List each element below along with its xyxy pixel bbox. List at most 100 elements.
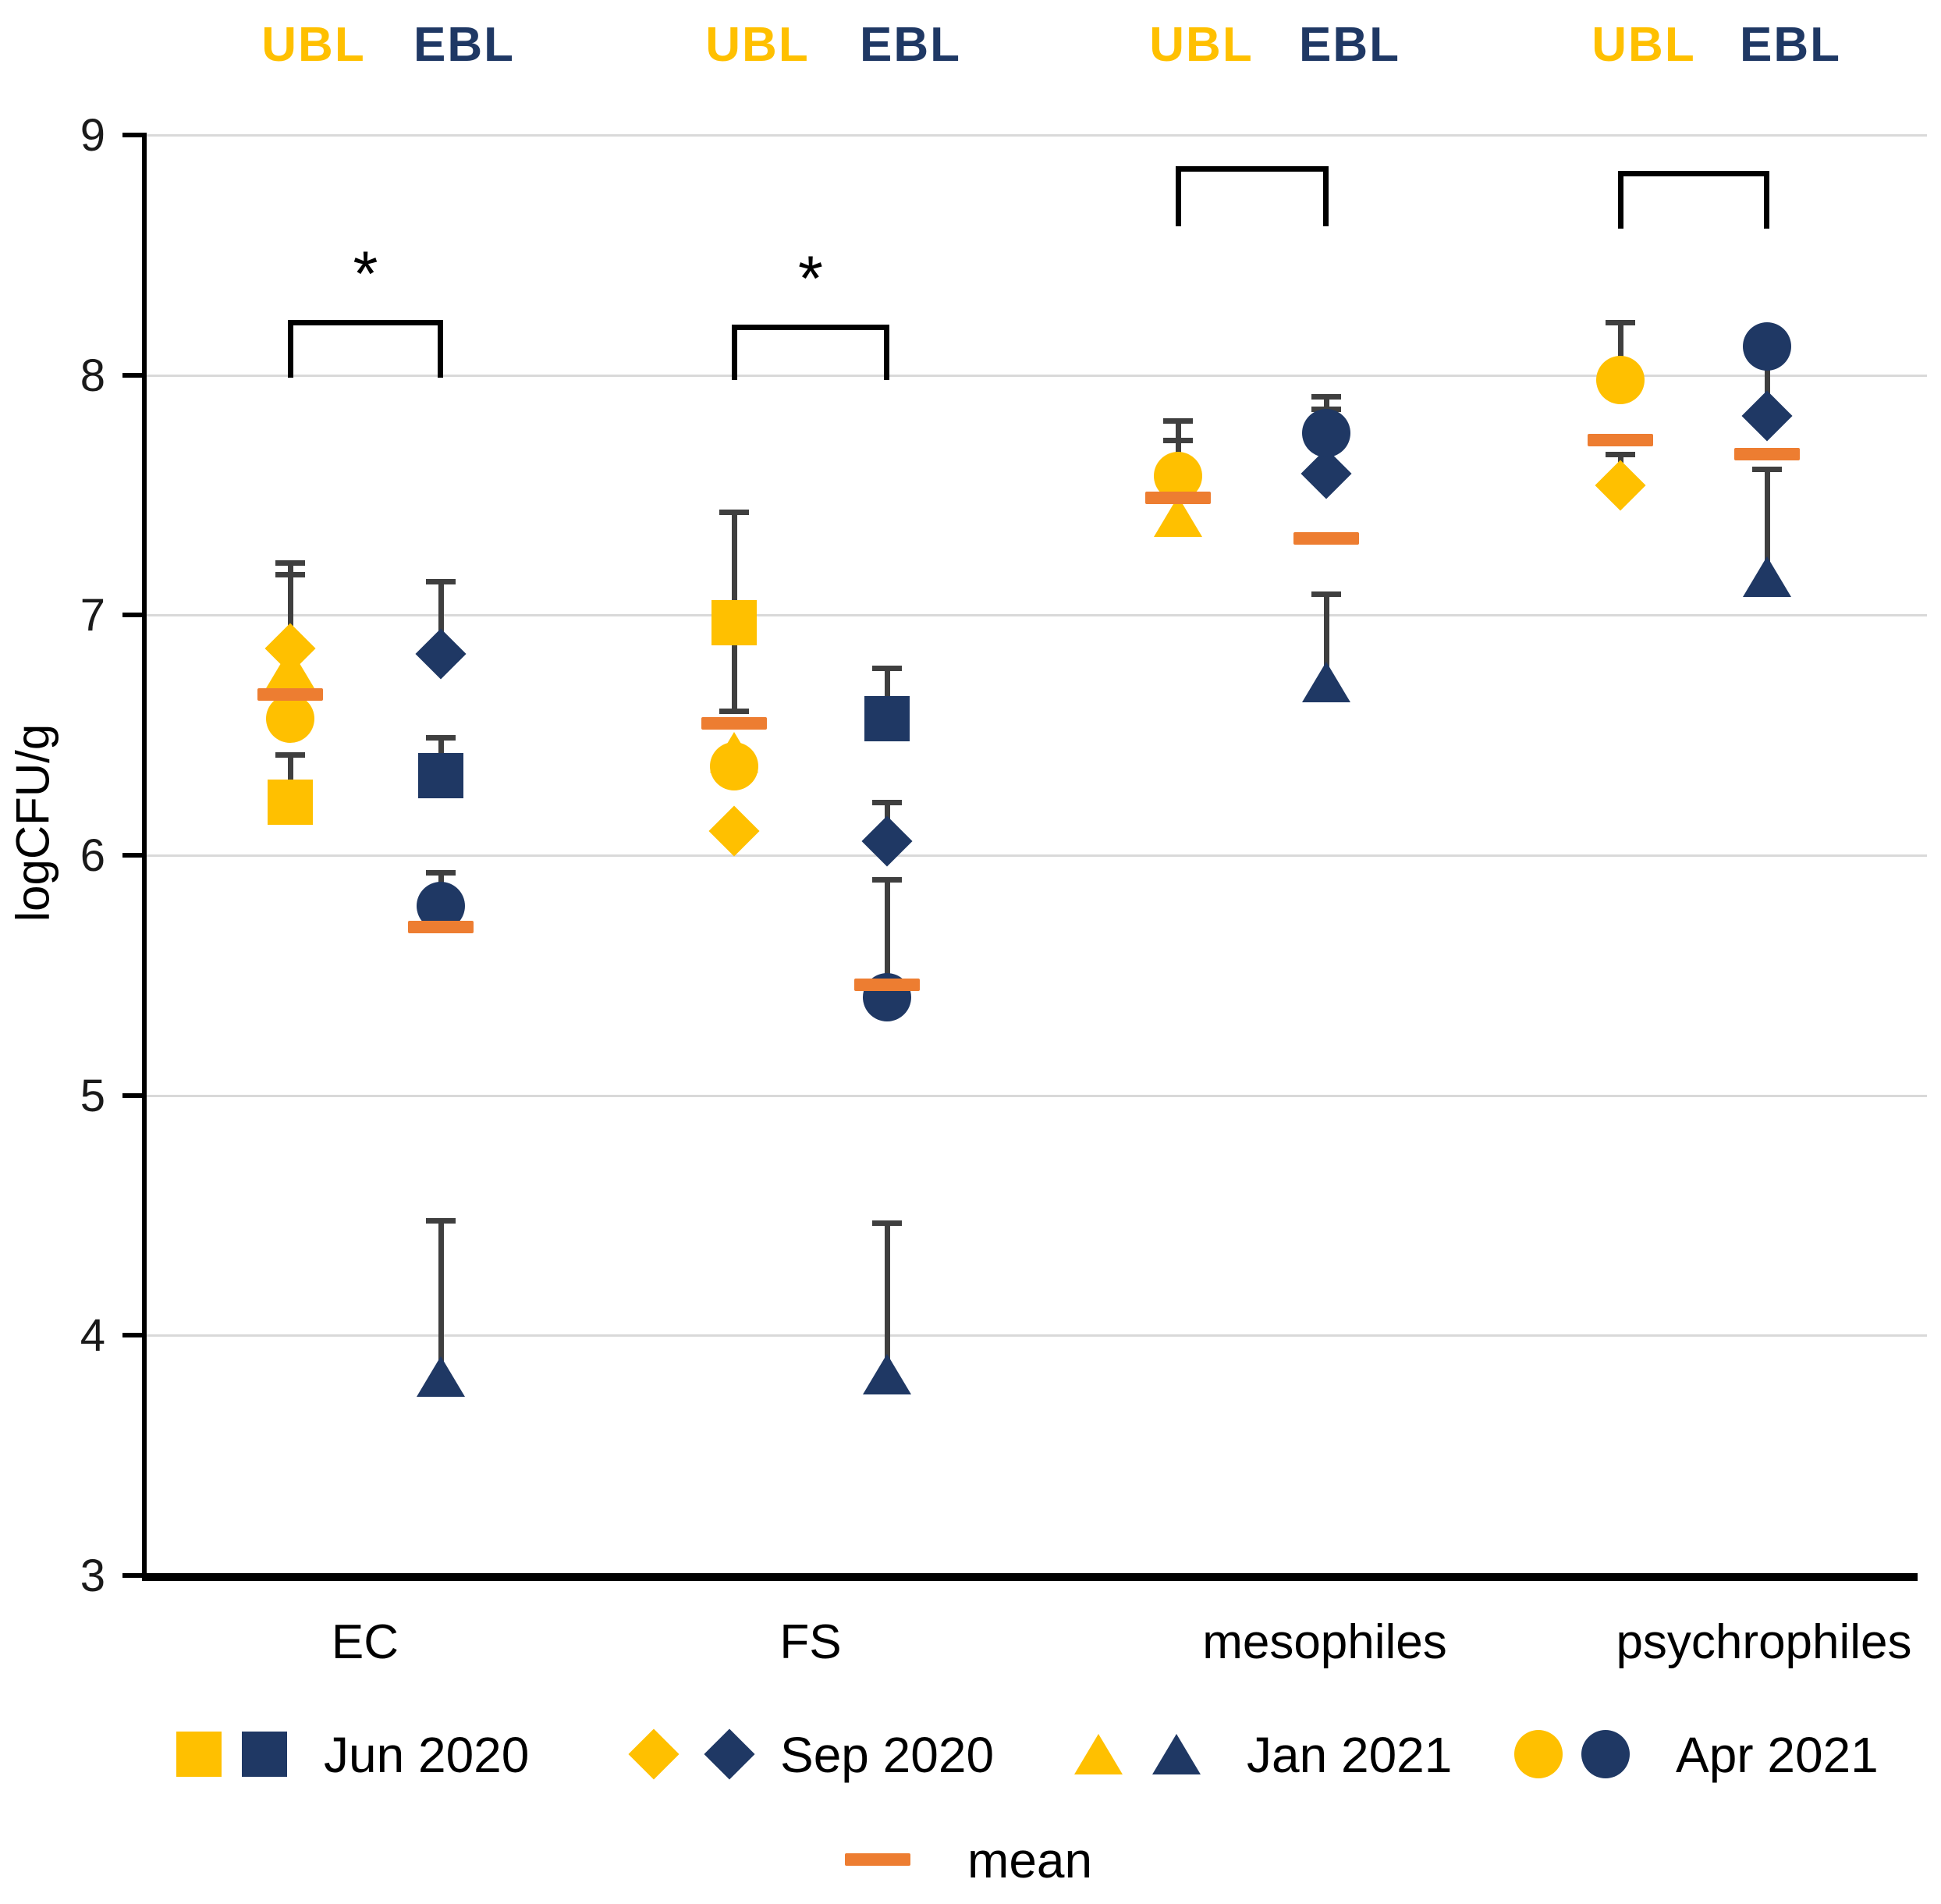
error-bar-cap [426, 735, 456, 741]
legend-label: Jan 2021 [1247, 1727, 1453, 1783]
gridline [147, 1094, 1927, 1097]
legend-label: Sep 2020 [780, 1727, 995, 1783]
error-bar-cap [1311, 591, 1341, 597]
error-bar-cap [872, 666, 902, 672]
treatment-header-ubl: UBL [261, 18, 366, 72]
legend-marker-diamond-ubl [628, 1728, 680, 1780]
significance-star: * [798, 243, 823, 315]
data-point-diamond [861, 815, 913, 867]
data-point-square [711, 599, 757, 645]
treatment-header-ebl: EBL [860, 18, 961, 72]
legend-marker-triangle-ubl [1074, 1734, 1123, 1774]
error-bar-line [885, 1222, 890, 1374]
significance-bracket-leg [438, 319, 443, 378]
y-axis-tick [122, 853, 144, 858]
error-bar-cap [872, 1220, 902, 1226]
category-label: mesophiles [1202, 1615, 1447, 1669]
significance-bracket-top [1618, 171, 1769, 177]
error-bar-cap [1163, 418, 1193, 424]
error-bar-line [1176, 421, 1181, 476]
significance-bracket-leg [1323, 166, 1329, 226]
error-bar-line [1765, 468, 1770, 577]
y-tick-label: 9 [80, 110, 105, 161]
error-bar-cap [275, 751, 305, 758]
y-axis-title: logCFU/g [6, 723, 59, 922]
error-bar-cap [719, 709, 749, 715]
significance-bracket-leg [288, 319, 293, 378]
y-axis-line [142, 133, 147, 1581]
data-point-triangle [863, 1353, 911, 1394]
y-tick-label: 3 [80, 1551, 105, 1601]
error-bar-line [438, 581, 444, 654]
data-point-triangle [1743, 556, 1791, 598]
significance-bracket-leg [732, 325, 737, 380]
mean-dash [854, 979, 920, 992]
legend-marker-circle-ubl [1514, 1730, 1563, 1778]
error-bar-line [288, 754, 293, 803]
mean-dash [1293, 531, 1359, 545]
data-point-circle [1302, 408, 1350, 457]
data-point-square [864, 695, 910, 741]
error-bar-cap [872, 876, 902, 883]
data-point-diamond [708, 805, 760, 857]
mean-dash [257, 687, 323, 701]
data-point-diamond [1595, 460, 1646, 511]
error-bar-cap [1752, 466, 1782, 472]
y-axis-tick [122, 1092, 144, 1098]
mean-dash [408, 921, 474, 934]
error-bar-cap [1311, 394, 1341, 400]
mean-dash [1734, 448, 1800, 461]
error-bar-line [1765, 363, 1770, 416]
significance-bracket-leg [1618, 171, 1623, 229]
y-axis-tick [122, 372, 144, 378]
y-tick-label: 5 [80, 1070, 105, 1121]
error-bar-cap [872, 800, 902, 806]
error-bar-line [438, 1220, 444, 1376]
legend-marker-diamond-ebl [704, 1728, 755, 1780]
error-bar-cap [1606, 452, 1635, 458]
significance-bracket-leg [1764, 171, 1769, 229]
data-point-triangle [1302, 662, 1350, 703]
legend-marker-circle-ebl [1581, 1730, 1630, 1778]
data-point-circle [266, 694, 314, 743]
data-point-square [268, 780, 313, 826]
legend-label: Apr 2021 [1676, 1727, 1879, 1783]
gridline [147, 134, 1927, 137]
y-axis-tick [122, 1333, 144, 1338]
significance-bracket-leg [1176, 166, 1181, 226]
data-point-triangle [417, 1355, 465, 1397]
data-point-diamond [1741, 390, 1793, 442]
error-bar-cap [426, 869, 456, 876]
legend-marker-square-ubl [176, 1732, 222, 1777]
y-tick-label: 8 [80, 350, 105, 401]
treatment-header-ubl: UBL [1591, 18, 1696, 72]
error-bar-cap [275, 559, 305, 566]
mean-dash [1588, 433, 1653, 446]
error-bar-line [885, 879, 890, 997]
treatment-header-ebl: EBL [1740, 18, 1841, 72]
error-bar-cap [426, 1217, 456, 1224]
mean-dash [1145, 491, 1211, 504]
significance-bracket-top [732, 325, 889, 331]
x-axis-line [142, 1573, 1918, 1581]
treatment-header-ubl: UBL [705, 18, 810, 72]
mean-dash [701, 716, 767, 730]
category-label: FS [779, 1615, 842, 1669]
y-tick-label: 6 [80, 830, 105, 881]
treatment-header-ubl: UBL [1149, 18, 1254, 72]
legend-mean-dash [845, 1853, 910, 1866]
gridline [147, 614, 1927, 617]
data-point-diamond [415, 628, 467, 680]
legend-marker-triangle-ebl [1152, 1734, 1201, 1774]
legend-marker-square-ebl [242, 1732, 287, 1777]
legend-mean-label: mean [967, 1832, 1093, 1888]
significance-bracket-top [1176, 166, 1329, 172]
error-bar-cap [1606, 319, 1635, 325]
y-tick-label: 4 [80, 1310, 105, 1362]
error-bar-cap [426, 579, 456, 585]
gridline [147, 1334, 1927, 1337]
category-label: EC [331, 1615, 399, 1669]
gridline [147, 374, 1927, 377]
significance-star: * [353, 238, 378, 310]
